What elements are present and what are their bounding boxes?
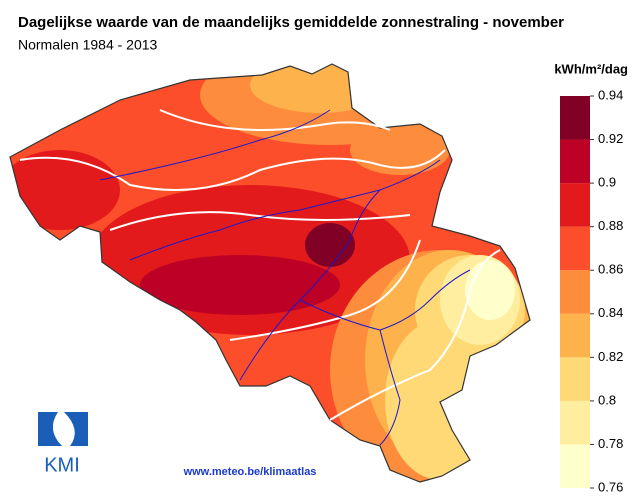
website: www.meteo.be/klimaatlas (183, 466, 317, 478)
legend-swatch (560, 400, 590, 445)
legend-tick-label: 0.94 (598, 87, 623, 102)
kmi-logo: KMI (38, 412, 88, 476)
legend-swatch (560, 183, 590, 227)
legend-tick-label: 0.84 (598, 305, 623, 320)
legend: 0.76 0.78 0.8 0.82 0.84 0.86 0.88 0.9 0.92 0.94 (560, 87, 623, 494)
legend-swatch (560, 270, 590, 314)
title: Dagelijkse waarde van de maandelijks gem… (18, 14, 564, 31)
legend-swatch (560, 444, 590, 488)
map-zone (465, 260, 515, 320)
legend-swatch (560, 313, 590, 358)
map-zone (140, 255, 340, 315)
subtitle: Normalen 1984 - 2013 (18, 37, 158, 53)
legend-swatch (560, 96, 590, 140)
logo-text: KMI (44, 454, 80, 476)
legend-tick-label: 0.8 (598, 392, 616, 407)
legend-swatch (560, 139, 590, 184)
legend-tick-label: 0.9 (598, 175, 616, 190)
legend-tick-label: 0.88 (598, 218, 623, 233)
legend-tick-label: 0.82 (598, 349, 623, 364)
legend-tick-label: 0.86 (598, 262, 623, 277)
legend-tick-label: 0.78 (598, 436, 623, 451)
isolines (19, 109, 501, 421)
map-zone (305, 223, 355, 267)
country-border (9, 63, 531, 483)
legend-tick-label: 0.92 (598, 131, 623, 146)
legend-swatch (560, 357, 590, 401)
legend-swatch (560, 226, 590, 271)
legend-unit: kWh/m²/dag (554, 61, 628, 76)
map-zone (250, 64, 390, 113)
rivers (99, 109, 471, 446)
legend-tick-label: 0.76 (598, 479, 623, 494)
